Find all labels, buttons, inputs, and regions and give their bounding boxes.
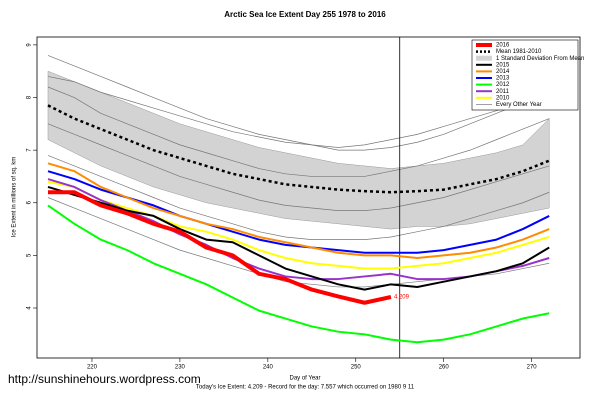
y-tick-label: 8 <box>27 95 33 99</box>
value-label: 4.209 <box>394 295 410 301</box>
x-tick-label: 230 <box>175 365 186 371</box>
other-year-line <box>47 76 550 148</box>
legend-label: Mean 1981-2010 <box>496 49 542 55</box>
other-year-line <box>47 86 550 177</box>
subtitle: Today's Ice Extent: 4.209 - Record for t… <box>196 385 415 391</box>
legend-label: 2016 <box>496 43 510 49</box>
legend-label: 2013 <box>496 76 510 82</box>
series-line <box>47 162 550 260</box>
legend-label: 2015 <box>496 62 510 68</box>
x-tick-label: 260 <box>439 365 450 371</box>
legend-label: 2012 <box>496 82 510 88</box>
y-tick-label: 4 <box>27 306 33 310</box>
other-year-line <box>47 55 550 151</box>
watermark: http://sunshinehours.wordpress.com <box>8 372 201 386</box>
other-year-line <box>47 123 550 212</box>
legend-label: 2010 <box>496 95 510 101</box>
y-tick-label: 6 <box>27 200 33 204</box>
y-tick-label: 9 <box>27 43 33 47</box>
x-tick-label: 250 <box>351 365 362 371</box>
x-tick-label: 270 <box>527 365 538 371</box>
legend-label: 1 Standard Deviation From Mean <box>496 56 584 62</box>
series-line <box>47 104 550 194</box>
other-year-line <box>47 155 550 240</box>
plot-frame <box>36 36 581 359</box>
x-axis-label: Day of Year <box>289 376 320 382</box>
y-tick-label: 7 <box>27 148 33 152</box>
legend-label: Every Other Year <box>496 102 542 108</box>
series-line <box>47 204 550 344</box>
chart-title: Arctic Sea Ice Extent Day 255 1978 to 20… <box>224 10 386 19</box>
series-line <box>47 186 550 291</box>
x-tick-label: 220 <box>87 365 98 371</box>
series-line <box>47 190 392 305</box>
y-axis-label: Ice Extent in millions of sq. km <box>12 157 18 238</box>
series-line <box>47 180 550 270</box>
legend-label: 2011 <box>496 89 510 95</box>
legend-label: 2014 <box>496 69 510 75</box>
x-tick-label: 240 <box>263 365 274 371</box>
y-tick-label: 5 <box>27 253 33 257</box>
